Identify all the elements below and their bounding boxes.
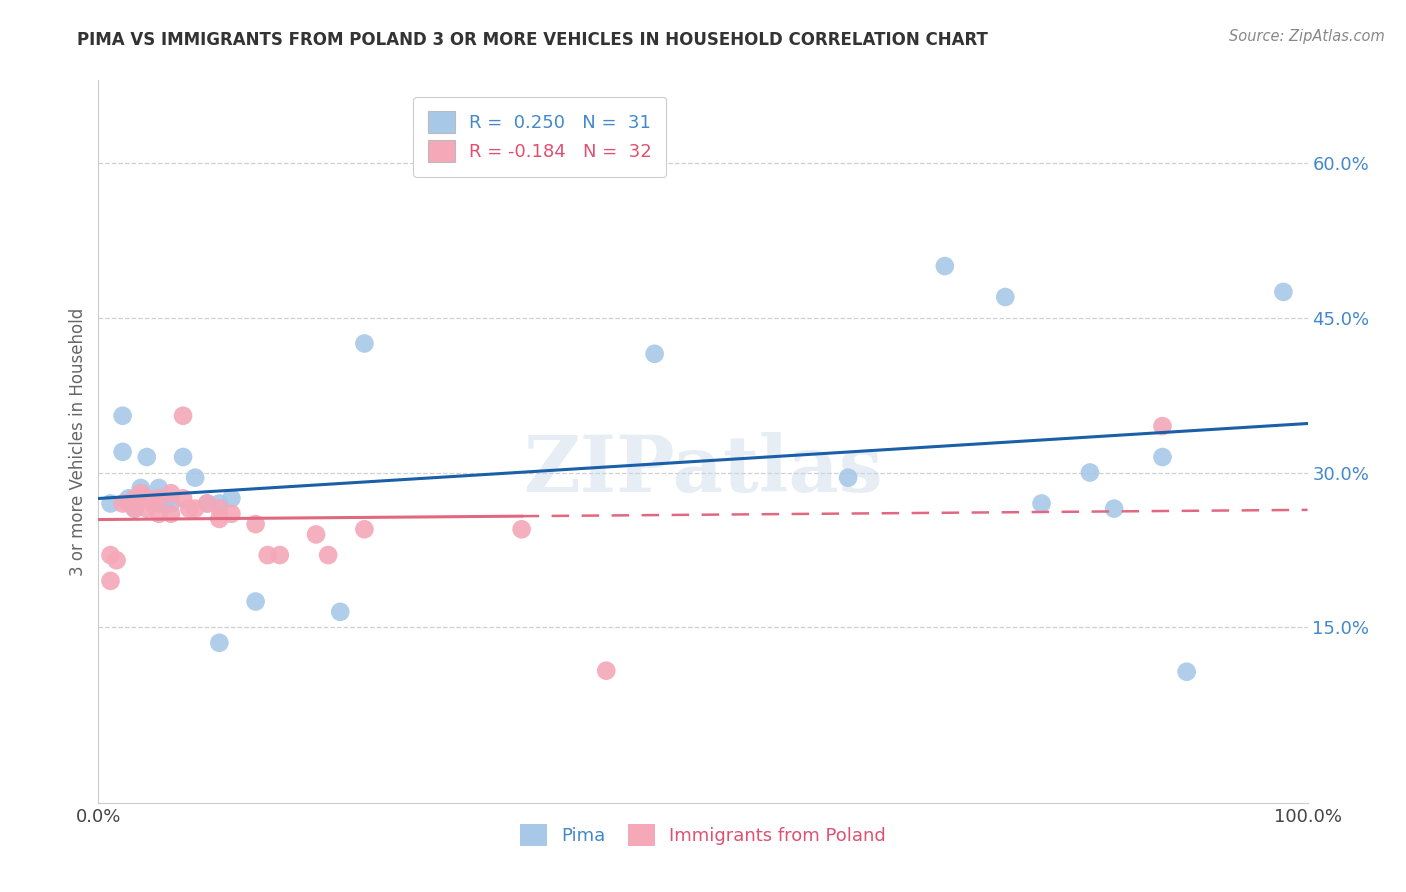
Point — [208, 496, 231, 510]
Point — [644, 347, 666, 361]
Point — [316, 548, 339, 562]
Text: Source: ZipAtlas.com: Source: ZipAtlas.com — [1229, 29, 1385, 44]
Point — [100, 574, 122, 588]
Point — [100, 496, 122, 510]
Point — [135, 491, 157, 506]
Point — [510, 522, 533, 536]
Point — [595, 664, 617, 678]
Point — [837, 471, 859, 485]
Point — [148, 496, 170, 510]
Point — [105, 553, 128, 567]
Point — [353, 522, 375, 536]
Point — [172, 491, 194, 506]
Point — [124, 491, 146, 506]
Point — [184, 501, 207, 516]
Point — [160, 507, 183, 521]
Point — [160, 486, 183, 500]
Text: PIMA VS IMMIGRANTS FROM POLAND 3 OR MORE VEHICLES IN HOUSEHOLD CORRELATION CHART: PIMA VS IMMIGRANTS FROM POLAND 3 OR MORE… — [77, 31, 988, 49]
Point — [1272, 285, 1295, 299]
Point — [1152, 450, 1174, 464]
Point — [1102, 501, 1125, 516]
Point — [1031, 496, 1053, 510]
Point — [124, 501, 146, 516]
Point — [208, 501, 231, 516]
Point — [1078, 466, 1101, 480]
Point — [172, 409, 194, 423]
Point — [129, 486, 152, 500]
Point — [305, 527, 328, 541]
Point — [1152, 419, 1174, 434]
Point — [184, 471, 207, 485]
Point — [135, 450, 157, 464]
Point — [1175, 665, 1198, 679]
Point — [124, 491, 146, 506]
Point — [124, 501, 146, 516]
Point — [111, 496, 134, 510]
Y-axis label: 3 or more Vehicles in Household: 3 or more Vehicles in Household — [69, 308, 87, 575]
Point — [195, 496, 218, 510]
Point — [135, 501, 157, 516]
Point — [160, 496, 183, 510]
Point — [245, 594, 267, 608]
Point — [118, 491, 141, 506]
Point — [245, 517, 267, 532]
Point — [172, 450, 194, 464]
Point — [148, 481, 170, 495]
Point — [148, 491, 170, 506]
Point — [221, 491, 243, 506]
Point — [353, 336, 375, 351]
Point — [208, 512, 231, 526]
Point — [269, 548, 291, 562]
Point — [118, 496, 141, 510]
Point — [208, 636, 231, 650]
Point — [142, 496, 165, 510]
Point — [111, 409, 134, 423]
Point — [195, 496, 218, 510]
Point — [100, 548, 122, 562]
Point — [148, 507, 170, 521]
Text: ZIPatlas: ZIPatlas — [523, 433, 883, 508]
Point — [153, 496, 176, 510]
Point — [256, 548, 278, 562]
Point — [934, 259, 956, 273]
Point — [329, 605, 352, 619]
Point — [129, 481, 152, 495]
Point — [994, 290, 1017, 304]
Point — [111, 445, 134, 459]
Legend: Pima, Immigrants from Poland: Pima, Immigrants from Poland — [512, 815, 894, 855]
Point — [179, 501, 201, 516]
Point — [221, 507, 243, 521]
